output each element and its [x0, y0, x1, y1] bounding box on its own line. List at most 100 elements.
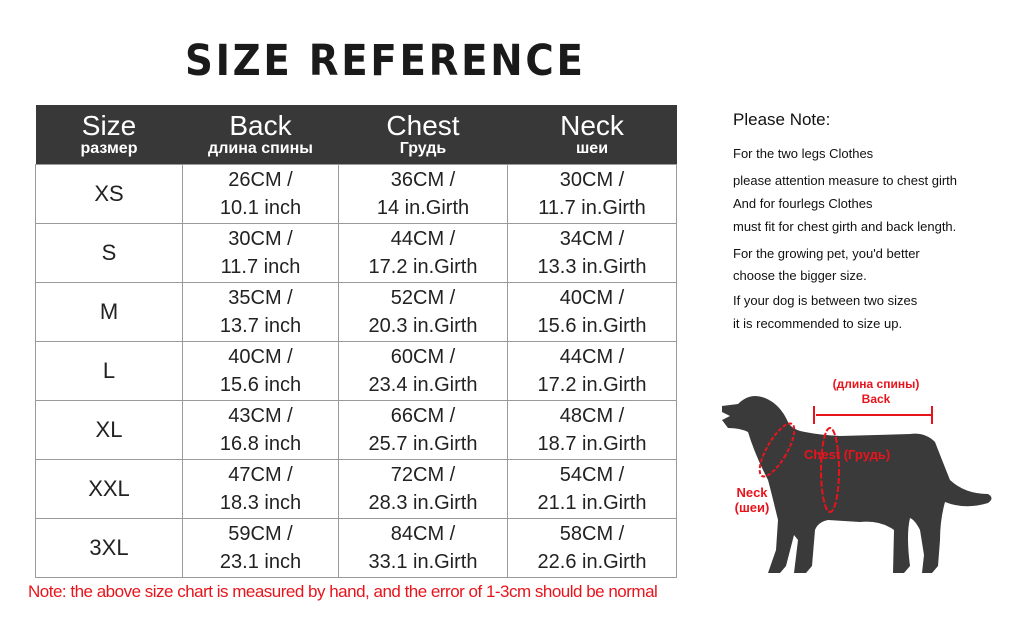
neck-cell: 54CM / 21.1 in.Girth [507, 459, 677, 519]
size-cell: XXL [35, 459, 183, 519]
chest-measure-loop [820, 427, 840, 513]
note-line: And for fourlegs Clothes [733, 196, 873, 211]
note-line: must fit for chest girth and back length… [733, 219, 957, 234]
back-value: 40CM / [228, 346, 293, 368]
neck-label-ru: (шеи) [734, 500, 770, 515]
chest-cell: 36CM / 14 in.Girth [338, 164, 508, 224]
chest-value: 60CM / [390, 346, 456, 368]
neck-cell: 58CM / 22.6 in.Girth [507, 518, 677, 578]
back-cell: 59CM / 23.1 inch [182, 518, 339, 578]
dog-silhouette [722, 396, 992, 573]
table-row: M 35CM / 13.7 inch 52CM / 20.3 in.Girth 40CM … [35, 282, 677, 342]
back-value: 35CM / [228, 287, 293, 309]
neck-label-en: Neck [736, 485, 768, 500]
back-value: 59CM / [228, 523, 293, 545]
back-cell: 30CM / 11.7 inch [182, 223, 339, 283]
header-size: Size размер [35, 105, 183, 165]
chest-value: 52CM / [390, 287, 456, 309]
back-value: 26CM / [228, 169, 293, 191]
neck-value: 40CM / [559, 287, 625, 309]
back-value: 13.7 inch [219, 315, 302, 337]
back-value: 10.1 inch [219, 197, 302, 219]
chest-cell: 44CM / 17.2 in.Girth [338, 223, 508, 283]
size-cell: M [35, 282, 183, 342]
chest-value: 36CM / [390, 169, 456, 191]
chest-value: 72CM / [390, 464, 456, 486]
neck-value: 58CM / [559, 523, 625, 545]
neck-cell: 48CM / 18.7 in.Girth [507, 400, 677, 460]
note-line: If your dog is between two sizes [733, 293, 918, 308]
size-cell: XS [35, 164, 183, 224]
back-cell: 26CM / 10.1 inch [182, 164, 339, 224]
table-row: XXL 47CM / 18.3 inch 72CM / 28.3 in.Girth 54C… [35, 459, 677, 519]
chest-value: 84CM / [390, 523, 456, 545]
chest-cell: 84CM / 33.1 in.Girth [338, 518, 508, 578]
back-label-en: Back [861, 392, 891, 406]
back-cell: 40CM / 15.6 inch [182, 341, 339, 401]
table-row: XL 43CM / 16.8 inch 66CM / 25.7 in.Girth 48CM… [35, 400, 677, 460]
back-value: 47CM / [228, 464, 293, 486]
chest-cell: 52CM / 20.3 in.Girth [338, 282, 508, 342]
back-label-ru: (длина спины) [832, 377, 920, 391]
neck-value: 54CM / [559, 464, 625, 486]
back-value: 23.1 inch [219, 551, 302, 573]
back-label: (длина спины) Back [828, 377, 924, 407]
neck-measure-loop [758, 422, 796, 478]
chest-value: 33.1 in.Girth [368, 551, 478, 573]
table-row: L 40CM / 15.6 inch 60CM / 23.4 in.Girth 44CM … [35, 341, 677, 401]
neck-value: 17.2 in.Girth [537, 374, 647, 396]
page-title: SIZE REFERENCE [185, 36, 586, 86]
size-cell: L [35, 341, 183, 401]
chest-cell: 60CM / 23.4 in.Girth [338, 341, 508, 401]
chest-value: 23.4 in.Girth [368, 374, 478, 396]
note-line: please attention measure to chest girth [733, 173, 958, 188]
back-value: 18.3 inch [219, 492, 302, 514]
neck-label: Neck (шеи) [730, 485, 774, 515]
size-table: Size размер Back длина спины Chest Грудь Ne… [35, 105, 677, 578]
table-row: S 30CM / 11.7 inch 44CM / 17.2 in.Girth 34CM … [35, 223, 677, 283]
back-value: 43CM / [228, 405, 293, 427]
back-value: 11.7 inch [220, 256, 301, 278]
neck-value: 11.7 in.Girth [538, 197, 646, 219]
back-value: 15.6 inch [219, 374, 302, 396]
neck-value: 21.1 in.Girth [537, 492, 647, 514]
chest-value: 25.7 in.Girth [368, 433, 478, 455]
note-line: For the growing pet, you'd better [733, 246, 920, 261]
table-row: XS 26CM / 10.1 inch 36CM / 14 in.Girth 30CM /… [35, 164, 677, 224]
chest-cell: 66CM / 25.7 in.Girth [338, 400, 508, 460]
back-value: 30CM / [228, 228, 293, 250]
note-line: it is recommended to size up. [733, 316, 903, 331]
chest-label: Chest (Грудь) [804, 447, 891, 462]
neck-value: 18.7 in.Girth [537, 433, 647, 455]
size-cell: XL [35, 400, 183, 460]
back-cell: 35CM / 13.7 inch [182, 282, 339, 342]
size-cell: S [35, 223, 183, 283]
neck-value: 34CM / [559, 228, 625, 250]
back-value: 16.8 inch [219, 433, 302, 455]
chest-value: 66CM / [390, 405, 456, 427]
header-neck: Neck шеи [507, 105, 677, 165]
chest-value: 17.2 in.Girth [368, 256, 478, 278]
chest-value: 20.3 in.Girth [368, 315, 478, 337]
neck-value: 22.6 in.Girth [537, 551, 647, 573]
neck-value: 30CM / [559, 169, 625, 191]
dog-measurement-diagram [722, 396, 992, 573]
neck-value: 13.3 in.Girth [537, 256, 647, 278]
header-chest: Chest Грудь [338, 105, 508, 165]
back-cell: 47CM / 18.3 inch [182, 459, 339, 519]
note-line: For the two legs Clothes [733, 146, 874, 161]
chest-value: 14 in.Girth [376, 197, 470, 219]
neck-cell: 30CM / 11.7 in.Girth [507, 164, 677, 224]
neck-value: 15.6 in.Girth [537, 315, 647, 337]
note-line: choose the bigger size. [733, 268, 867, 283]
note-heading: Please Note: [733, 110, 831, 129]
header-back: Back длина спины [182, 105, 339, 165]
neck-value: 44CM / [559, 346, 625, 368]
size-cell: 3XL [35, 518, 183, 578]
chest-value: 44CM / [390, 228, 456, 250]
chest-value: 28.3 in.Girth [368, 492, 478, 514]
table-header: Size размер Back длина спины Chest Грудь Ne… [35, 105, 677, 165]
chest-cell: 72CM / 28.3 in.Girth [338, 459, 508, 519]
neck-cell: 34CM / 13.3 in.Girth [507, 223, 677, 283]
neck-cell: 44CM / 17.2 in.Girth [507, 341, 677, 401]
